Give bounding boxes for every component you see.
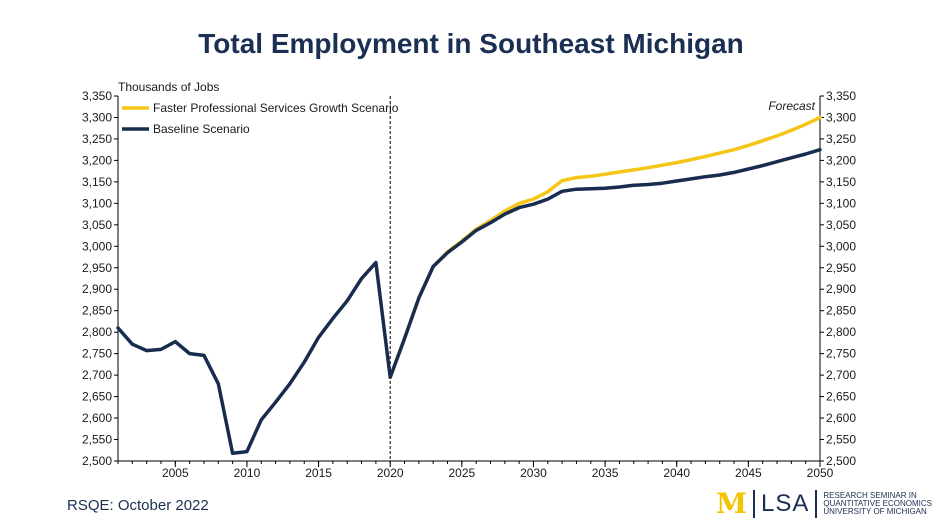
y-tick-label: 2,800 bbox=[826, 325, 856, 339]
y-tick-label: 2,800 bbox=[82, 325, 112, 339]
logo-caption-line: QUANTITATIVE ECONOMICS bbox=[823, 499, 932, 508]
y-tick-label: 3,300 bbox=[82, 110, 112, 124]
y-tick-label: 2,550 bbox=[826, 433, 856, 447]
x-tick-label: 2015 bbox=[305, 466, 332, 480]
x-tick-label: 2020 bbox=[377, 466, 404, 480]
y-tick-label: 2,850 bbox=[82, 304, 112, 318]
y-tick-label: 2,900 bbox=[826, 282, 856, 296]
y-tick-label: 3,350 bbox=[826, 89, 856, 103]
y-tick-label: 3,250 bbox=[82, 132, 112, 146]
y-axis-right: 2,500 2,550 2,600 2,650 2,700 2,750 2,800 2,850… bbox=[820, 89, 856, 468]
y-tick-label: 3,350 bbox=[82, 89, 112, 103]
y-tick-label: 2,500 bbox=[82, 454, 112, 468]
y-tick-label: 3,200 bbox=[826, 153, 856, 167]
lsa-rsqe-logo: M LSA RESEARCH SEMINAR IN QUANTITATIVE E… bbox=[716, 489, 932, 519]
y-tick-label: 3,150 bbox=[826, 175, 856, 189]
y-tick-label: 3,000 bbox=[82, 239, 112, 253]
y-tick-label: 3,250 bbox=[826, 132, 856, 146]
y-tick-label: 2,650 bbox=[82, 390, 112, 404]
block-m-logo: M bbox=[716, 487, 747, 520]
y-tick-label: 3,300 bbox=[826, 110, 856, 124]
y-tick-label: 3,050 bbox=[826, 218, 856, 232]
y-tick-label: 2,500 bbox=[826, 454, 856, 468]
plot-frame bbox=[117, 96, 821, 462]
series-line-baseline bbox=[116, 147, 822, 456]
page-title: Total Employment in Southeast Michigan bbox=[198, 28, 744, 59]
y-tick-label: 2,750 bbox=[82, 347, 112, 361]
x-tick-label: 2010 bbox=[234, 466, 261, 480]
y-tick-label: 3,000 bbox=[826, 239, 856, 253]
logo-caption: RESEARCH SEMINAR IN QUANTITATIVE ECONOMI… bbox=[823, 492, 932, 516]
y-tick-label: 2,950 bbox=[82, 261, 112, 275]
chart-legend: Faster Professional Services Growth Scen… bbox=[122, 101, 399, 136]
y-tick-label: 2,750 bbox=[826, 347, 856, 361]
source-note: RSQE: October 2022 bbox=[67, 497, 209, 514]
x-tick-label: 2030 bbox=[520, 466, 547, 480]
y-tick-label: 3,100 bbox=[82, 196, 112, 210]
legend-label: Baseline Scenario bbox=[153, 122, 250, 136]
x-tick-label: 2025 bbox=[448, 466, 475, 480]
x-tick-label: 2040 bbox=[663, 466, 690, 480]
y-axis-left: 2,500 2,550 2,600 2,650 2,700 2,750 2,800 2,850… bbox=[82, 89, 118, 468]
y-tick-label: 3,100 bbox=[826, 196, 856, 210]
y-tick-label: 3,150 bbox=[82, 175, 112, 189]
series-layer bbox=[116, 115, 822, 456]
y-tick-label: 2,600 bbox=[82, 411, 112, 425]
legend-label: Faster Professional Services Growth Scen… bbox=[153, 101, 399, 115]
x-tick-label: 2035 bbox=[592, 466, 619, 480]
y-tick-label: 2,900 bbox=[82, 282, 112, 296]
forecast-label: Forecast bbox=[768, 99, 815, 113]
logo-caption-line: RESEARCH SEMINAR IN bbox=[823, 491, 917, 500]
logo-caption-line: UNIVERSITY OF MICHIGAN bbox=[823, 507, 927, 516]
y-tick-label: 2,700 bbox=[82, 368, 112, 382]
y-tick-label: 2,700 bbox=[826, 368, 856, 382]
y-axis-label: Thousands of Jobs bbox=[118, 80, 219, 94]
x-tick-label: 2045 bbox=[735, 466, 762, 480]
logo-lsa-text: LSA bbox=[761, 490, 810, 517]
y-tick-label: 2,850 bbox=[826, 304, 856, 318]
y-tick-label: 2,950 bbox=[826, 261, 856, 275]
logo-divider bbox=[753, 490, 755, 518]
y-tick-label: 2,650 bbox=[826, 390, 856, 404]
x-tick-label: 2005 bbox=[162, 466, 189, 480]
x-tick-label: 2050 bbox=[807, 466, 834, 480]
y-tick-label: 2,550 bbox=[82, 433, 112, 447]
y-tick-label: 3,050 bbox=[82, 218, 112, 232]
logo-divider bbox=[815, 490, 818, 518]
y-tick-label: 3,200 bbox=[82, 153, 112, 167]
y-tick-label: 2,600 bbox=[826, 411, 856, 425]
x-axis: 2005 2010 2015 2020 2025 2030 2035 2040 2045 2050 bbox=[117, 461, 834, 480]
